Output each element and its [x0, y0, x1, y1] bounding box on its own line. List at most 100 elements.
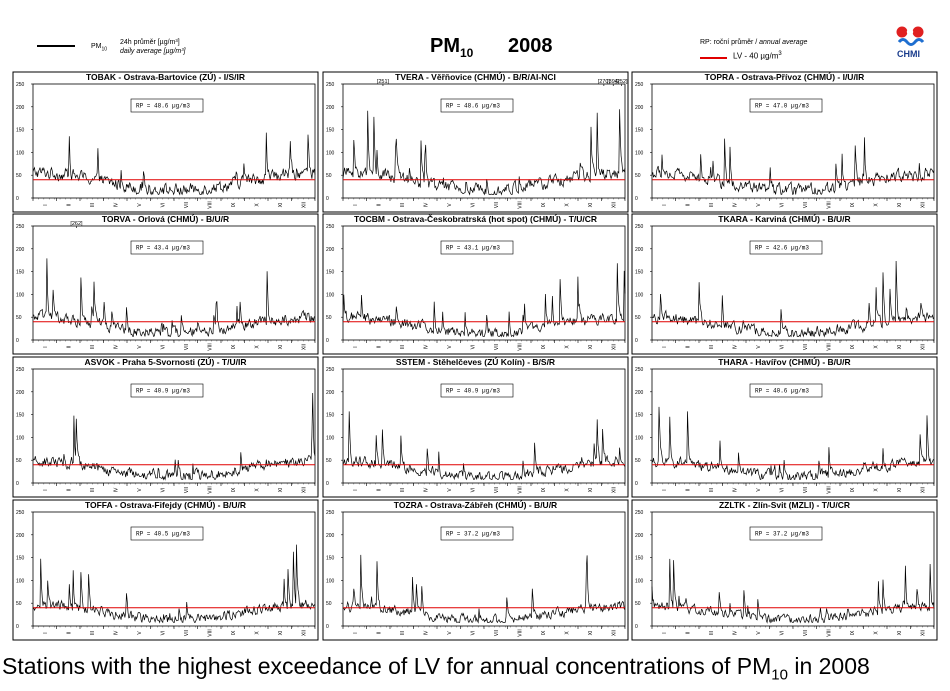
- y-tick-label: 50: [326, 458, 332, 464]
- chart-panel: TVERA - Věřňovice (CHMÚ) - B/R/AI-NCI 0 50…: [322, 71, 629, 213]
- x-tick-label: X: [873, 345, 879, 349]
- x-tick-label: IX: [231, 630, 237, 635]
- y-tick-label: 150: [635, 413, 644, 419]
- peak-label: [262]: [70, 221, 83, 227]
- legend-text: 24h průměr [µg/m³] daily average [µg/m³]: [120, 38, 186, 56]
- caption-suffix: in 2008: [787, 653, 870, 679]
- rp-label: RP = 48.6 µg/m3: [136, 103, 190, 110]
- x-tick-label: VI: [470, 488, 476, 493]
- x-tick-label: VII: [184, 630, 190, 636]
- y-tick-label: 150: [326, 270, 335, 276]
- x-tick-label: III: [90, 203, 96, 207]
- lv-legend: LV - 40 µg/m3: [733, 51, 782, 61]
- panel-frame: [12, 499, 319, 641]
- rp-legend-b: annual average: [759, 39, 808, 46]
- y-tick-label: 250: [326, 224, 335, 230]
- x-tick-label: XI: [278, 203, 284, 208]
- x-tick-label: IV: [423, 202, 429, 207]
- title-text: PM: [430, 35, 460, 57]
- panel-frame: [631, 213, 938, 355]
- x-tick-label: II: [66, 346, 72, 349]
- x-tick-label: VII: [184, 344, 190, 350]
- rp-box: [130, 240, 204, 255]
- x-tick-label: VII: [803, 202, 809, 208]
- x-tick-label: X: [254, 345, 260, 349]
- y-tick-label: 150: [326, 413, 335, 419]
- legend-line-sample: [37, 45, 75, 47]
- legend-pm-label: PM10: [91, 43, 107, 52]
- x-tick-label: V: [756, 345, 762, 349]
- y-tick-label: 50: [635, 315, 641, 321]
- x-tick-label: X: [564, 488, 570, 492]
- chart-panel: ASVOK - Praha 5-Svornosti (ZÚ) - T/U/IR 0…: [12, 356, 319, 498]
- y-tick-label: 0: [635, 624, 638, 630]
- x-tick-label: XII: [920, 487, 926, 493]
- y-tick-label: 50: [16, 315, 22, 321]
- y-tick-label: 150: [635, 128, 644, 134]
- panel-title: TOPRA - Ostrava-Přívoz (CHMÚ) - I/U/IR: [705, 71, 865, 82]
- series-line: [342, 554, 626, 624]
- x-tick-label: III: [90, 631, 96, 635]
- x-tick-label: VIII: [517, 629, 523, 637]
- x-tick-label: V: [447, 488, 453, 492]
- x-tick-label: IX: [850, 344, 856, 349]
- x-tick-label: IV: [113, 202, 119, 207]
- y-tick-label: 250: [16, 224, 25, 230]
- x-tick-label: III: [709, 345, 715, 349]
- series-line: [32, 132, 316, 196]
- x-tick-label: VII: [494, 487, 500, 493]
- x-tick-label: IX: [541, 487, 547, 492]
- panel-title: ASVOK - Praha 5-Svornosti (ZÚ) - T/U/IR: [85, 356, 247, 367]
- rp-label: RP = 40.5 µg/m3: [136, 531, 190, 538]
- rp-box: [130, 526, 204, 541]
- y-tick-label: 100: [635, 292, 644, 298]
- x-tick-label: II: [685, 204, 691, 207]
- x-tick-label: VIII: [517, 343, 523, 351]
- x-tick-label: II: [376, 489, 382, 492]
- x-tick-label: V: [137, 488, 143, 492]
- x-tick-label: VI: [779, 203, 785, 208]
- x-tick-label: I: [43, 632, 49, 633]
- y-tick-label: 0: [16, 481, 19, 487]
- x-tick-label: IV: [423, 630, 429, 635]
- y-tick-label: 50: [16, 173, 22, 179]
- x-tick-label: I: [662, 632, 668, 633]
- caption-sub: 10: [771, 666, 788, 684]
- x-tick-label: VII: [184, 487, 190, 493]
- y-tick-label: 0: [326, 338, 329, 344]
- x-tick-label: III: [90, 345, 96, 349]
- peak-label: [270]: [598, 79, 611, 85]
- x-tick-label: I: [662, 204, 668, 205]
- x-tick-label: XII: [611, 487, 617, 493]
- y-tick-label: 150: [16, 556, 25, 562]
- x-tick-label: XII: [611, 202, 617, 208]
- x-tick-label: VI: [160, 203, 166, 208]
- x-tick-label: V: [447, 345, 453, 349]
- chart-panel: TOCBM - Ostrava-Českobratrská (hot spot)…: [322, 213, 629, 355]
- x-tick-label: XII: [611, 630, 617, 636]
- x-tick-label: X: [564, 203, 570, 207]
- x-tick-label: XI: [897, 203, 903, 208]
- y-tick-label: 250: [635, 224, 644, 230]
- x-tick-label: IX: [231, 344, 237, 349]
- x-tick-label: III: [709, 631, 715, 635]
- panel-title: SSTEM - Stěhelčeves (ZÚ Kolín) - B/S/R: [396, 356, 555, 367]
- x-tick-label: X: [564, 631, 570, 635]
- x-tick-label: X: [873, 631, 879, 635]
- x-tick-label: XI: [588, 203, 594, 208]
- x-tick-label: I: [662, 346, 668, 347]
- x-tick-label: II: [685, 346, 691, 349]
- x-tick-label: I: [353, 204, 359, 205]
- panel-title: TORVA - Orlová (CHMÚ) - B/U/R: [102, 213, 229, 224]
- y-tick-label: 200: [326, 105, 335, 111]
- x-tick-label: I: [353, 346, 359, 347]
- series-line: [342, 109, 626, 196]
- x-tick-label: I: [43, 204, 49, 205]
- x-tick-label: XII: [301, 344, 307, 350]
- y-tick-label: 250: [16, 367, 25, 373]
- x-tick-label: IX: [541, 202, 547, 207]
- x-tick-label: XI: [588, 631, 594, 636]
- x-tick-label: V: [756, 488, 762, 492]
- rp-box: [749, 240, 823, 255]
- x-tick-label: V: [447, 203, 453, 207]
